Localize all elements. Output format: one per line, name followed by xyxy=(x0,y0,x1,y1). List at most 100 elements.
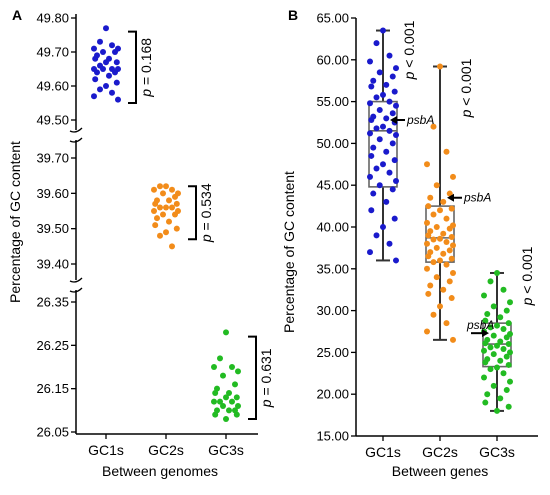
panel-b-point xyxy=(505,403,512,410)
panel-a-point xyxy=(100,49,106,55)
panel-b-point xyxy=(482,340,489,347)
panel-b-point xyxy=(376,182,383,189)
panel-b-point xyxy=(507,299,513,306)
panel-b-point xyxy=(373,40,380,47)
panel-b-point xyxy=(368,152,375,159)
panel-b-point xyxy=(505,320,512,327)
panel-b-point xyxy=(367,173,373,180)
panel-b-tick-label: 40.00 xyxy=(316,220,349,235)
panel-b-point xyxy=(433,224,440,230)
panel-b-point xyxy=(440,198,447,205)
panel-b-point xyxy=(393,132,399,139)
panel-b-point xyxy=(497,357,504,364)
panel-b-point xyxy=(367,58,373,65)
panel-b-tick-label: 25.00 xyxy=(316,345,349,360)
panel-b-tick-label: 45.00 xyxy=(316,178,349,193)
panel-b-point xyxy=(424,161,430,168)
panel-b-point xyxy=(370,144,377,151)
panel-b-point xyxy=(500,325,507,332)
panel-b-point xyxy=(373,232,380,239)
panel-a-tick-label: 39.50 xyxy=(36,221,69,236)
panel-b-point xyxy=(370,190,377,197)
panel-a-point xyxy=(166,197,172,204)
panel-a-tick-label: 39.70 xyxy=(36,151,69,166)
panel-a-point xyxy=(172,193,178,200)
panel-a-ticks: 49.80 49.70 49.60 49.50 39.70 39.60 39.50 39.40… xyxy=(36,11,76,440)
panel-b-psba-label: psbA xyxy=(466,318,494,332)
panel-a-point xyxy=(226,390,232,396)
panel-b-point xyxy=(367,100,373,107)
panel-b-psba-arrowhead xyxy=(390,115,397,124)
panel-a-x-axis-label: Between genomes xyxy=(102,463,218,479)
panel-b-point xyxy=(443,215,450,222)
panel-a-point xyxy=(223,394,229,401)
panel-a-category-label: GC2s xyxy=(148,442,184,458)
panel-b-point xyxy=(505,341,512,348)
panel-b-point xyxy=(367,130,373,137)
panel-a-point xyxy=(163,204,169,211)
panel-a-point xyxy=(173,225,180,232)
panel-a-point xyxy=(233,411,240,418)
panel-a-tick-label: 39.40 xyxy=(36,257,69,272)
panel-a-point xyxy=(97,38,103,45)
panel-a-point xyxy=(223,329,229,336)
panel-a-point xyxy=(217,398,223,405)
panel-b-point xyxy=(368,83,375,90)
panel-a-point xyxy=(151,208,157,214)
panel-a-point xyxy=(223,416,229,422)
panel-a-point xyxy=(91,93,97,100)
panel-b-point xyxy=(446,247,453,254)
panel-b-point xyxy=(487,366,494,373)
panel-a-point xyxy=(152,222,159,229)
panel-a-point xyxy=(106,72,112,79)
panel-b-p-value: p < 0.001 xyxy=(519,246,535,306)
panel-b-psba-arrowhead xyxy=(482,329,489,338)
panel-b-tick-label: 60.00 xyxy=(316,52,349,67)
panel-b-point xyxy=(482,317,489,324)
panel-a-categories: GC1s GC2s GC3s xyxy=(88,434,244,458)
panel-b-point xyxy=(437,235,443,242)
panel-b-point xyxy=(424,219,430,226)
panel-b-point xyxy=(448,234,455,241)
panel-b-point xyxy=(386,127,393,134)
panel-b-point xyxy=(487,324,494,331)
panel-a-point xyxy=(166,218,172,225)
panel-b-point xyxy=(386,240,393,247)
panel-a-point xyxy=(163,183,169,190)
panel-b-tick-label: 50.00 xyxy=(316,136,349,151)
panel-b-point xyxy=(373,125,380,132)
panel-b-points xyxy=(367,27,513,414)
panel-b-point xyxy=(391,157,398,164)
panel-b-point xyxy=(448,205,455,212)
panel-a-axis-break-mark-1 xyxy=(69,127,83,133)
panel-b-psba-arrowhead xyxy=(447,193,454,202)
panel-b-point xyxy=(380,27,386,34)
panel-b-box xyxy=(368,100,398,188)
panel-a-point xyxy=(229,398,235,405)
panel-a-point xyxy=(103,25,109,32)
panel-b-point xyxy=(440,250,447,257)
panel-b-point xyxy=(376,69,383,76)
panel-b-point xyxy=(424,240,430,247)
panel-a-point xyxy=(92,55,99,62)
panel-a-point xyxy=(97,86,103,93)
panel-b-category-label: GC1s xyxy=(365,444,401,460)
panel-b-point xyxy=(437,303,443,310)
panel-b-point xyxy=(380,224,386,230)
panel-b-point xyxy=(368,207,375,214)
panel-a-point xyxy=(173,200,180,207)
panel-b-tick-label: 20.00 xyxy=(316,387,349,402)
panel-b-y-axis-label: Percentage of GC content xyxy=(281,171,297,333)
panel-b-point xyxy=(503,387,510,394)
panel-a-tick-label: 39.60 xyxy=(36,186,69,201)
panel-b-point xyxy=(393,257,399,264)
panel-b-point xyxy=(430,259,437,266)
panel-a-tick-label: 49.70 xyxy=(36,45,69,60)
panel-b: B Percentage of GC content Between genes… xyxy=(281,7,538,479)
panel-b-tick-label: 65.00 xyxy=(316,11,349,26)
panel-a-tick-label: 26.25 xyxy=(36,338,69,353)
panel-b-point xyxy=(433,244,440,251)
panel-b-letter: B xyxy=(288,7,298,23)
panel-a-tick-label: 26.05 xyxy=(36,425,69,440)
panel-b-point xyxy=(389,73,396,80)
